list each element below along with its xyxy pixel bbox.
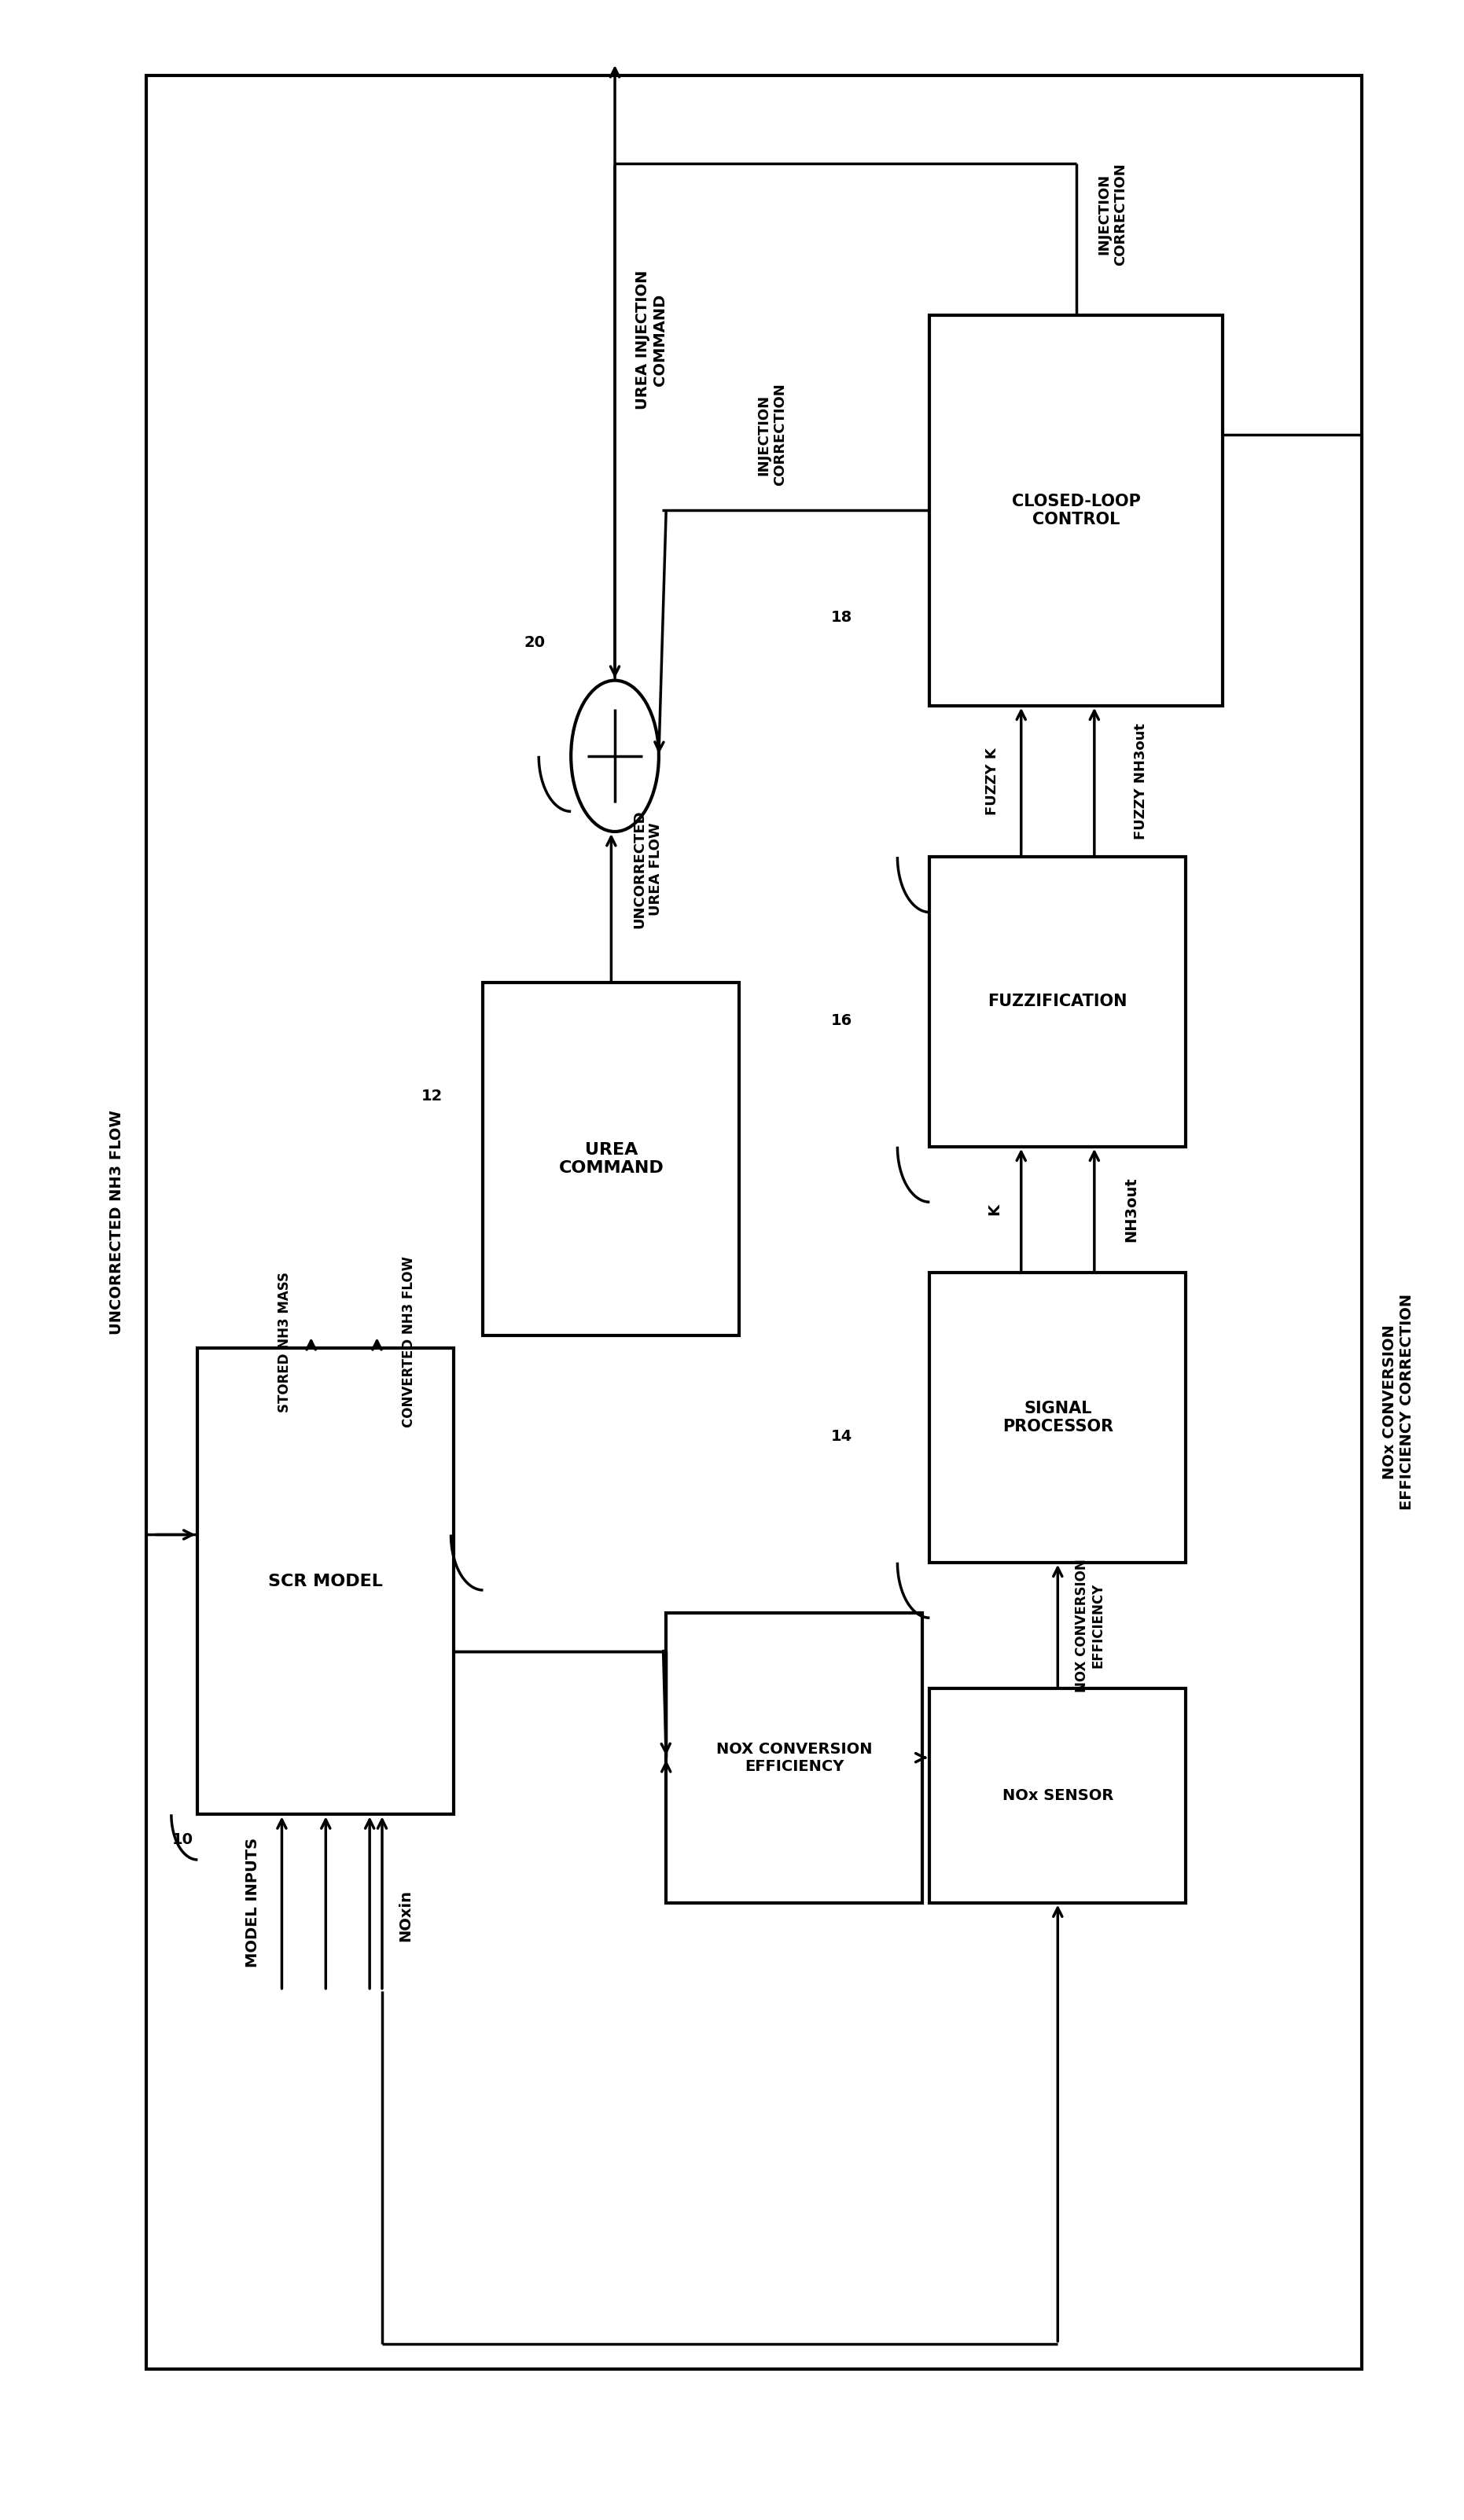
Text: 14: 14: [832, 1429, 852, 1444]
Text: UNCORRECTED NH3 FLOW: UNCORRECTED NH3 FLOW: [110, 1109, 124, 1336]
Text: CLOSED-LOOP
CONTROL: CLOSED-LOOP CONTROL: [1012, 494, 1140, 527]
Text: UNCORRECTED
UREA FLOW: UNCORRECTED UREA FLOW: [632, 811, 663, 927]
Text: NOX CONVERSION
EFFICIENCY: NOX CONVERSION EFFICIENCY: [716, 1741, 873, 1774]
Text: 18: 18: [832, 610, 852, 625]
Text: SCR MODEL: SCR MODEL: [268, 1572, 384, 1590]
Text: SIGNAL
PROCESSOR: SIGNAL PROCESSOR: [1003, 1401, 1113, 1434]
FancyBboxPatch shape: [930, 315, 1222, 706]
Text: K: K: [987, 1205, 1003, 1215]
FancyBboxPatch shape: [198, 1348, 454, 1814]
Text: 16: 16: [832, 1013, 852, 1028]
Text: INJECTION
CORRECTION: INJECTION CORRECTION: [1098, 164, 1127, 265]
FancyBboxPatch shape: [666, 1613, 922, 1903]
Text: NOxin: NOxin: [398, 1890, 413, 1940]
Text: FUZZIFICATION: FUZZIFICATION: [988, 993, 1127, 1011]
FancyBboxPatch shape: [483, 983, 739, 1336]
Text: NOX CONVERSION
EFFICIENCY: NOX CONVERSION EFFICIENCY: [1075, 1560, 1105, 1691]
FancyBboxPatch shape: [930, 857, 1186, 1147]
Text: UREA
COMMAND: UREA COMMAND: [559, 1142, 663, 1177]
Text: NOx SENSOR: NOx SENSOR: [1003, 1789, 1113, 1802]
Text: INJECTION
CORRECTION: INJECTION CORRECTION: [757, 383, 788, 486]
Text: FUZZY NH3out: FUZZY NH3out: [1135, 723, 1148, 839]
Text: STORED NH3 MASS: STORED NH3 MASS: [278, 1273, 291, 1411]
FancyBboxPatch shape: [930, 1273, 1186, 1562]
Text: FUZZY K: FUZZY K: [985, 748, 998, 814]
Text: UREA INJECTION
COMMAND: UREA INJECTION COMMAND: [635, 270, 668, 411]
Text: 12: 12: [422, 1089, 442, 1104]
FancyBboxPatch shape: [930, 1688, 1186, 1903]
Text: CONVERTED NH3 FLOW: CONVERTED NH3 FLOW: [403, 1257, 416, 1426]
Text: 10: 10: [173, 1832, 193, 1847]
Text: NH3out: NH3out: [1123, 1177, 1139, 1242]
FancyBboxPatch shape: [146, 76, 1362, 2369]
Text: NOx CONVERSION
EFFICIENCY CORRECTION: NOx CONVERSION EFFICIENCY CORRECTION: [1382, 1293, 1414, 1509]
Text: 20: 20: [524, 635, 545, 650]
Text: MODEL INPUTS: MODEL INPUTS: [244, 1837, 261, 1968]
